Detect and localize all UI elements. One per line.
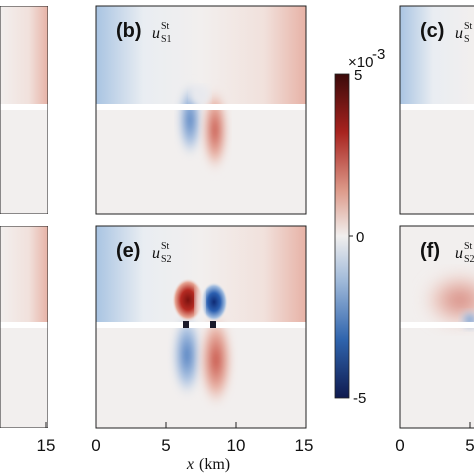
tick-label-e-10: 10 [227, 436, 246, 455]
panel-e-superscript: St [161, 241, 170, 252]
panel-f: (f) u St S2 [399, 225, 474, 429]
panel-e: (e) u St S2 [95, 225, 307, 429]
colorbar-tick-zero: 0 [356, 229, 364, 246]
panel-f-symbol: u [455, 245, 463, 262]
colorbar-gradient [334, 73, 350, 399]
panel-c-superscript: St [464, 21, 473, 32]
x-axis-var: x [186, 456, 194, 473]
panel-b-subscript: S1 [161, 34, 172, 45]
tick-label-e-0: 0 [91, 436, 100, 455]
panel-f-subscript: S2 [464, 254, 474, 265]
tick-label-e-5: 5 [161, 436, 170, 455]
panel-b-superscript: St [161, 21, 170, 32]
panel-b-letter: (b) [116, 20, 142, 42]
panel-c-symbol: u [455, 25, 463, 42]
colorbar-multiplier-base: ×10 [348, 54, 373, 71]
colorbar-multiplier-exp: -3 [372, 46, 385, 63]
tick-label-e-15: 15 [295, 436, 314, 455]
x-tick-marks [45, 422, 471, 428]
panel-c-letter: (c) [420, 20, 444, 42]
tick-label-f-0: 0 [395, 436, 404, 455]
x-axis-label: x (km) [186, 456, 230, 473]
colorbar-tick-bottom: -5 [353, 390, 366, 407]
panel-a [0, 6, 48, 214]
colorbar: 5 0 -5 ×10 -3 [334, 46, 385, 407]
panel-c-subscript: S [464, 34, 470, 45]
x-axis-unit: (km) [199, 456, 230, 473]
panel-d [0, 226, 48, 428]
colorbar-tick-top: 5 [354, 67, 362, 84]
panel-e-letter: (e) [116, 240, 140, 262]
panel-c: (c) u St S [399, 5, 474, 215]
panel-e-subscript: S2 [161, 254, 172, 265]
x-tick-labels: 15 0 5 10 15 0 5 [37, 436, 474, 455]
tick-label-f-5: 5 [465, 436, 474, 455]
panel-e-symbol: u [152, 245, 160, 262]
panel-b: (b) u St S1 [95, 5, 307, 215]
panel-f-letter: (f) [420, 240, 440, 262]
tick-label-a-15: 15 [37, 436, 56, 455]
panel-b-symbol: u [152, 25, 160, 42]
panel-f-superscript: St [464, 241, 473, 252]
